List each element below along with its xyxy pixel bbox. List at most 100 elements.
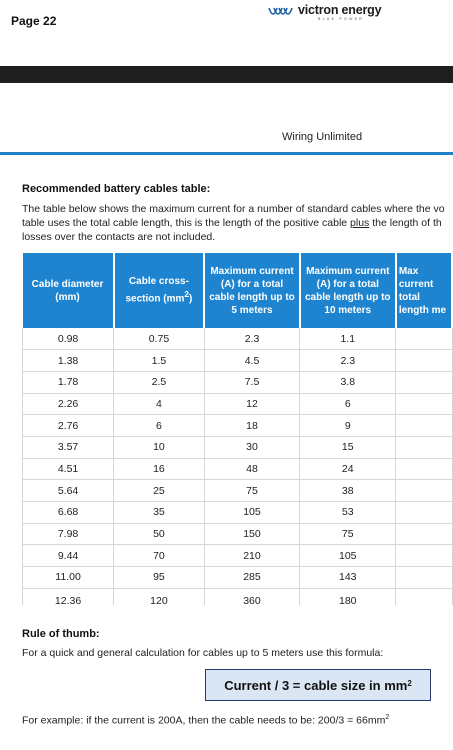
table-cell: 4.5: [204, 349, 301, 372]
table-cell: [395, 458, 453, 481]
table-viewport[interactable]: Cable diameter (mm) Cable cross-section …: [0, 253, 453, 605]
page-number: Page 22: [11, 14, 57, 28]
table-cell: 16: [113, 458, 205, 481]
header-max-current-partial: Max current total length me: [395, 253, 453, 328]
table-heading: Recommended battery cables table:: [22, 183, 211, 195]
intro-line-1: The table below shows the maximum curren…: [22, 203, 445, 215]
header-cable-cross-section: Cable cross-section (mm2): [113, 253, 206, 328]
table-cell: 48: [204, 458, 301, 481]
table-cell: 1.78: [21, 371, 115, 394]
table-cell: 9: [299, 414, 397, 437]
table-cell: 120: [113, 588, 205, 605]
header-max-current-10m: Maximum current (A) for a total cable le…: [299, 253, 397, 328]
table-cell: 30: [204, 436, 301, 459]
underlined-plus: plus: [350, 217, 370, 229]
table-body: 0.98 0.75 2.3 1.1 1.38 1.5 4.5 2.3 1.78 2.5 7.5 3.8…: [21, 328, 453, 605]
table-cell: 10: [113, 436, 205, 459]
section-divider: [0, 152, 453, 155]
table-cell: 1.38: [21, 349, 115, 372]
table-cell: 2.26: [21, 393, 115, 416]
table-cell: 360: [204, 588, 301, 605]
table-cell: 3.8: [299, 371, 397, 394]
table-cell: [395, 479, 453, 502]
example-text: For example: if the current is 200A, the…: [22, 714, 390, 727]
table-cell: 6.68: [21, 501, 115, 524]
table-row: 7.98 50 150 75: [21, 523, 453, 546]
table-cell: 12: [204, 393, 301, 416]
table-cell: 53: [299, 501, 397, 524]
table-cell: 38: [299, 479, 397, 502]
table-row: 5.64 25 75 38: [21, 479, 453, 502]
header-max-current-5m: Maximum current (A) for a total cable le…: [204, 253, 301, 328]
table-row: 3.57 10 30 15: [21, 436, 453, 459]
intro-line-2: table uses the total cable length, this …: [22, 217, 442, 229]
table-cell: 5.64: [21, 479, 115, 502]
table-cell: 2.5: [113, 371, 205, 394]
rule-text: For a quick and general calculation for …: [22, 647, 384, 659]
page-header: Page 22 victron energy BLUE POWER: [0, 0, 453, 66]
table-cell: 7.98: [21, 523, 115, 546]
table-cell: 35: [113, 501, 205, 524]
rule-heading: Rule of thumb:: [22, 628, 100, 640]
table-cell: 0.98: [21, 328, 115, 351]
header-dark-bar: [0, 66, 453, 83]
table-cell: 2.3: [204, 328, 301, 351]
table-cell: 50: [113, 523, 205, 546]
battery-cables-table: Cable diameter (mm) Cable cross-section …: [21, 253, 453, 605]
table-row: 4.51 16 48 24: [21, 458, 453, 481]
table-cell: 180: [299, 588, 397, 605]
table-cell: 7.5: [204, 371, 301, 394]
table-cell: 2.76: [21, 414, 115, 437]
intro-paragraph: The table below shows the maximum curren…: [22, 202, 453, 244]
table-cell: 3.57: [21, 436, 115, 459]
table-row: 1.78 2.5 7.5 3.8: [21, 371, 453, 394]
table-cell: [395, 414, 453, 437]
table-cell: 15: [299, 436, 397, 459]
table-cell: [395, 544, 453, 568]
brand-name: victron energy: [298, 3, 382, 17]
table-cell: 75: [299, 523, 397, 546]
section-title: Wiring Unlimited: [282, 131, 363, 143]
table-row: 6.68 35 105 53: [21, 501, 453, 524]
table-row: 0.98 0.75 2.3 1.1: [21, 328, 453, 351]
table-cell: [395, 393, 453, 416]
table-row: 9.44 70 210 105: [21, 544, 453, 568]
brand-tagline: BLUE POWER: [318, 17, 364, 21]
table-cell: [395, 371, 453, 394]
table-cell: 105: [299, 544, 397, 568]
table-cell: 11.00: [21, 566, 115, 589]
table-cell: 70: [113, 544, 205, 568]
table-cell: 12.36: [21, 588, 115, 605]
table-cell: 105: [204, 501, 301, 524]
table-cell: 0.75: [113, 328, 205, 351]
formula-superscript: 2: [407, 678, 412, 688]
table-row: 1.38 1.5 4.5 2.3: [21, 349, 453, 372]
victron-logo-icon: [268, 7, 293, 15]
table-cell: [395, 328, 453, 351]
table-cell: [395, 436, 453, 459]
table-cell: 4.51: [21, 458, 115, 481]
table-cell: 18: [204, 414, 301, 437]
table-cell: 143: [299, 566, 397, 589]
table-cell: 25: [113, 479, 205, 502]
table-cell: 75: [204, 479, 301, 502]
table-row: 2.26 4 12 6: [21, 393, 453, 416]
table-cell: 24: [299, 458, 397, 481]
table-cell: 150: [204, 523, 301, 546]
table-row: 11.00 95 285 143: [21, 566, 453, 589]
formula-text: Current / 3 = cable size in mm: [224, 677, 408, 693]
formula-box: Current / 3 = cable size in mm 2: [205, 669, 431, 701]
table-header-row: Cable diameter (mm) Cable cross-section …: [22, 253, 453, 328]
table-cell: 95: [113, 566, 205, 589]
table-cell: [395, 523, 453, 546]
table-cell: 2.3: [299, 349, 397, 372]
header-cable-diameter: Cable diameter (mm): [22, 253, 115, 328]
table-cell: 6: [299, 393, 397, 416]
table-cell: [395, 566, 453, 589]
table-cell: 6: [113, 414, 205, 437]
table-row: 2.76 6 18 9: [21, 414, 453, 437]
table-cell: 1.1: [299, 328, 397, 351]
intro-line-3: losses over the contacts are not include…: [22, 231, 216, 243]
table-cell: [395, 588, 453, 605]
table-cell: [395, 501, 453, 524]
